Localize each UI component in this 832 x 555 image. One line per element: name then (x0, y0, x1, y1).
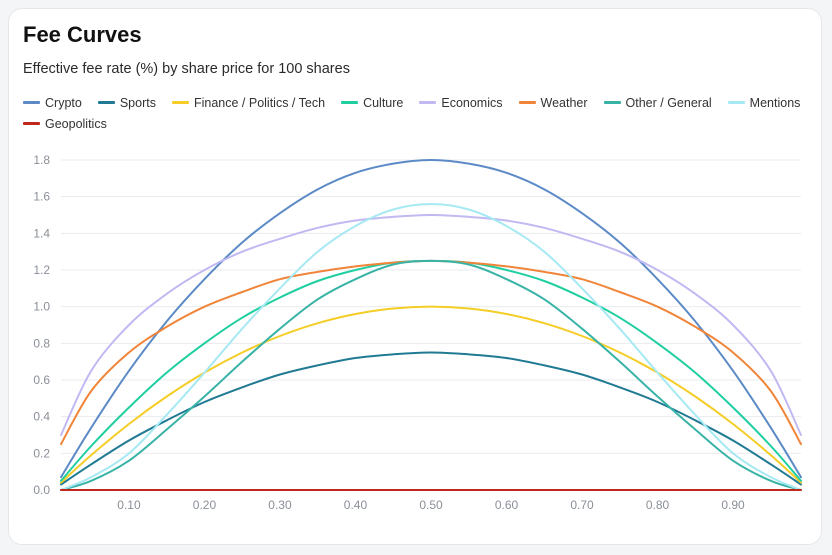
y-tick-label: 1.4 (33, 226, 50, 240)
legend-swatch (171, 101, 189, 104)
y-axis-ticks: 0.0 0.2 0.4 0.6 0.8 1.0 1.2 1.4 1.6 1.8 (33, 153, 50, 497)
x-tick-label: 0.50 (419, 498, 443, 512)
y-tick-label: 1.0 (33, 300, 50, 314)
x-tick-label: 0.80 (646, 498, 670, 512)
legend-swatch (23, 122, 40, 125)
x-tick-label: 0.90 (721, 498, 745, 512)
legend-swatch (97, 101, 115, 104)
legend-label: Crypto (45, 95, 82, 110)
legend-label: Other / General (625, 95, 712, 110)
legend-item[interactable]: Geopolitics (23, 115, 107, 132)
x-tick-label: 0.70 (570, 498, 594, 512)
legend-label: Geopolitics (45, 116, 107, 131)
y-tick-label: 0.6 (33, 373, 50, 387)
chart-title: Fee Curves (23, 22, 142, 47)
y-tick-label: 0.0 (33, 483, 50, 497)
series-line (60, 159, 802, 479)
series-line (60, 203, 802, 491)
legend-swatch (518, 101, 536, 104)
legend-label: Culture (363, 95, 404, 110)
chart-subtitle: Effective fee rate (%) by share price fo… (23, 61, 350, 77)
chart-card (8, 8, 822, 545)
series-line (60, 305, 802, 484)
y-tick-label: 1.6 (33, 190, 50, 204)
legend-swatch (419, 101, 437, 104)
legend-swatch (23, 101, 40, 104)
y-tick-label: 1.2 (33, 263, 50, 277)
legend-item[interactable]: Other / General (603, 94, 712, 111)
legend-label: Finance / Politics / Tech (193, 95, 326, 110)
legend-label: Mentions (749, 95, 801, 110)
x-tick-label: 0.40 (344, 498, 368, 512)
legend-label: Economics (441, 95, 503, 110)
series-line (60, 259, 802, 482)
y-tick-label: 1.8 (33, 153, 50, 167)
legend-label: Sports (119, 95, 156, 110)
legend-item[interactable]: Finance / Politics / Tech (171, 94, 326, 111)
x-tick-label: 0.30 (268, 498, 292, 512)
x-tick-label: 0.20 (193, 498, 217, 512)
series-line (60, 351, 802, 486)
legend-label: Weather (540, 95, 588, 110)
y-tick-label: 0.4 (33, 410, 50, 424)
series-line (60, 259, 802, 491)
legend-item[interactable]: Mentions (727, 94, 801, 111)
series-line (60, 214, 802, 436)
legend-item[interactable]: Culture (341, 94, 403, 111)
chart-legend: Crypto Sports Finance / Politics / Tech Cul… (23, 94, 803, 132)
legend-swatch (727, 101, 745, 104)
legend-item[interactable]: Crypto (23, 94, 82, 111)
legend-item[interactable]: Sports (97, 94, 156, 111)
x-tick-label: 0.10 (117, 498, 141, 512)
legend-swatch (341, 101, 359, 104)
legend-item[interactable]: Economics (419, 94, 503, 111)
x-tick-label: 0.60 (495, 498, 519, 512)
y-tick-label: 0.8 (33, 336, 50, 350)
legend-item[interactable]: Weather (518, 94, 588, 111)
y-tick-label: 0.2 (33, 446, 50, 460)
legend-swatch (603, 101, 621, 104)
series-lines (60, 159, 802, 491)
x-axis-ticks: 0.10 0.20 0.30 0.40 0.50 0.60 0.70 0.80 0.90 (117, 498, 745, 512)
grid-lines (61, 159, 801, 491)
